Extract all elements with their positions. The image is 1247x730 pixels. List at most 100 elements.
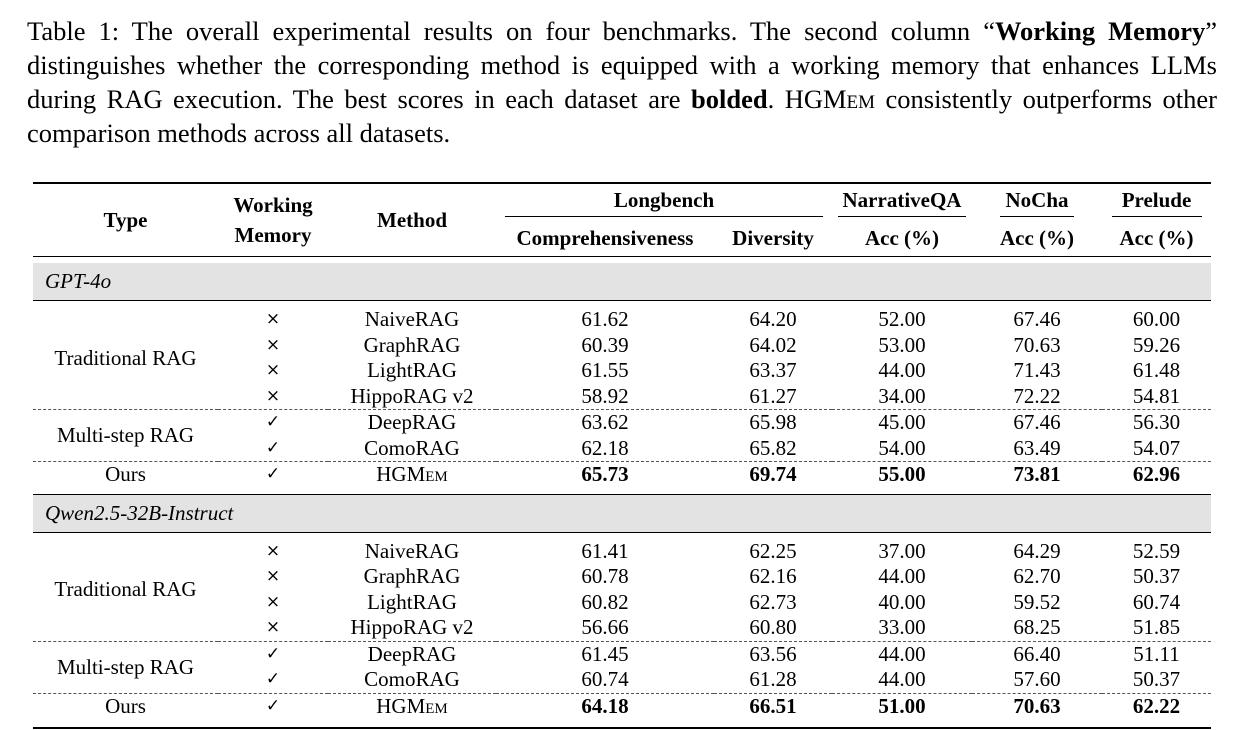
method-name: LightRAG <box>367 589 457 614</box>
score-nocha-acc: 64.29 <box>1013 538 1061 563</box>
table-body: GPT-4o Traditional RAG × NaiveRAG 61.62 64.20… <box>33 257 1211 729</box>
cross-mark-icon: × <box>265 591 281 612</box>
check-mark-icon: ✓ <box>218 409 328 436</box>
table-row: ✓ ComoRAG 62.18 65.82 54.00 63.49 54.07 <box>33 436 1211 462</box>
section-rule-cell <box>33 300 1211 307</box>
header-comprehensiveness: Comprehensiveness <box>496 220 714 257</box>
caption-part: Table 1: The overall experimental result… <box>27 16 995 46</box>
model-name: Qwen2.5-32B-Instruct <box>33 494 1211 532</box>
score-diversity: 62.25 <box>749 538 797 563</box>
cross-mark-icon: × <box>265 566 281 587</box>
method-name: NaiveRAG <box>364 307 460 332</box>
header-longbench: Longbench <box>496 182 832 220</box>
model-section-header: Qwen2.5-32B-Instruct <box>33 494 1211 532</box>
spacer-row <box>33 487 1211 495</box>
cross-mark-icon: × <box>265 540 281 561</box>
type-cell: Traditional RAG <box>54 345 197 370</box>
score-diversity: 64.20 <box>749 307 797 332</box>
header-narrativeqa-label: NarrativeQA <box>838 188 966 217</box>
score-narrativeqa-acc: 44.00 <box>878 358 926 383</box>
check-mark-icon: ✓ <box>265 437 281 458</box>
header-row-1: Type Working Memory Method Longbench Narr… <box>33 182 1211 257</box>
header-longbench-label: Longbench <box>505 188 823 217</box>
type-cell: Multi-step RAG <box>33 640 218 693</box>
score-prelude-acc: 51.85 <box>1132 615 1181 640</box>
table-row: Ours ✓ HGMem 64.18 66.51 51.00 70.63 62.22 <box>33 692 1211 719</box>
score-diversity: 61.27 <box>749 383 797 408</box>
score-prelude-acc: 59.26 <box>1132 332 1181 357</box>
method-name: NaiveRAG <box>364 538 460 563</box>
score-prelude-acc: 50.37 <box>1132 564 1181 589</box>
score-nocha-acc: 70.63 <box>972 692 1102 719</box>
score-narrativeqa-acc: 54.00 <box>878 435 926 460</box>
score-narrativeqa-acc: 44.00 <box>878 667 926 692</box>
header-narrativeqa: NarrativeQA <box>832 182 972 220</box>
score-diversity: 64.02 <box>749 332 797 357</box>
score-prelude-acc: 52.59 <box>1132 538 1181 563</box>
header-nocha-label: NoCha <box>1000 188 1074 217</box>
score-comprehensiveness: 60.82 <box>581 589 629 614</box>
section-rule-cell <box>33 531 1211 539</box>
table-row: × LightRAG 60.82 62.73 40.00 59.52 60.74 <box>33 590 1211 616</box>
score-narrativeqa-acc: 45.00 <box>832 409 972 436</box>
score-comprehensiveness: 61.55 <box>581 358 629 383</box>
check-mark-icon: ✓ <box>265 669 281 690</box>
score-prelude-acc: 60.74 <box>1132 589 1181 614</box>
score-narrativeqa-acc: 44.00 <box>878 564 926 589</box>
table-row: × GraphRAG 60.78 62.16 44.00 62.70 50.37 <box>33 564 1211 590</box>
spacer-cell <box>33 487 1211 495</box>
score-nocha-acc: 57.60 <box>1013 667 1061 692</box>
table-row: Multi-step RAG ✓ DeepRAG 61.45 63.56 44.00 66.… <box>33 640 1211 693</box>
type-cell: Ours <box>33 461 218 488</box>
check-mark-icon: ✓ <box>218 692 328 719</box>
table-row: × LightRAG 61.55 63.37 44.00 71.43 61.48 <box>33 358 1211 384</box>
cross-mark-icon: × <box>265 617 281 638</box>
header-working-memory: Working Memory <box>218 182 328 257</box>
table-row: Multi-step RAG ✓ DeepRAG 63.62 65.98 45.00 67.… <box>33 409 1211 462</box>
score-diversity: 62.16 <box>749 564 797 589</box>
score-narrativeqa-acc: 52.00 <box>878 307 926 332</box>
header-working-memory-line1: Working <box>233 193 313 217</box>
table-row: ✓ ComoRAG 60.74 61.28 44.00 57.60 50.37 <box>33 667 1211 693</box>
header-prelude-label: Prelude <box>1111 188 1202 217</box>
header-working-memory-line2: Memory <box>234 223 312 247</box>
header-narrativeqa-acc: Acc (%) <box>832 220 972 257</box>
score-diversity: 62.73 <box>749 589 797 614</box>
score-nocha-acc: 67.46 <box>972 409 1102 436</box>
model-name: GPT-4o <box>33 263 1211 301</box>
method-name: HippoRAG v2 <box>350 615 474 640</box>
method-name: DeepRAG <box>328 409 496 436</box>
score-narrativeqa-acc: 33.00 <box>878 615 926 640</box>
method-name: GraphRAG <box>363 332 461 357</box>
caption-part: Working Memory <box>994 16 1206 46</box>
score-comprehensiveness: 60.74 <box>581 667 629 692</box>
header-diversity: Diversity <box>714 220 832 257</box>
score-prelude-acc: 51.11 <box>1102 640 1211 667</box>
method-name: LightRAG <box>367 358 457 383</box>
score-narrativeqa-acc: 40.00 <box>878 589 926 614</box>
score-nocha-acc: 68.25 <box>1013 615 1061 640</box>
type-cell: Traditional RAG <box>54 577 197 601</box>
cross-mark-icon: × <box>265 309 281 330</box>
score-narrativeqa-acc: 55.00 <box>832 461 972 488</box>
caption-part: . <box>767 84 785 114</box>
score-nocha-acc: 72.22 <box>1013 383 1061 408</box>
caption-part: ” distinguishes whether the correspondin… <box>27 16 1218 114</box>
section-rule <box>33 531 1211 539</box>
score-prelude-acc: 60.00 <box>1132 307 1181 332</box>
cross-mark-icon: × <box>265 385 281 406</box>
caption-part: HGMem <box>784 84 876 114</box>
header-nocha-acc: Acc (%) <box>972 220 1102 257</box>
score-prelude-acc: 50.37 <box>1132 667 1181 692</box>
header-type: Type <box>33 182 218 257</box>
table-row: × GraphRAG 60.39 64.02 53.00 70.63 59.26 <box>33 333 1211 359</box>
method-name: HGMem <box>328 461 496 488</box>
score-nocha-acc: 66.40 <box>972 640 1102 667</box>
header-row-2: Comprehensiveness Diversity Acc (%) Acc … <box>33 220 1211 257</box>
score-comprehensiveness: 65.73 <box>496 461 714 488</box>
score-nocha-acc: 73.81 <box>972 461 1102 488</box>
score-prelude-acc: 54.07 <box>1132 435 1181 460</box>
score-comprehensiveness: 60.78 <box>581 564 629 589</box>
method-name: ComoRAG <box>364 435 460 460</box>
header-nocha: NoCha <box>972 182 1102 220</box>
